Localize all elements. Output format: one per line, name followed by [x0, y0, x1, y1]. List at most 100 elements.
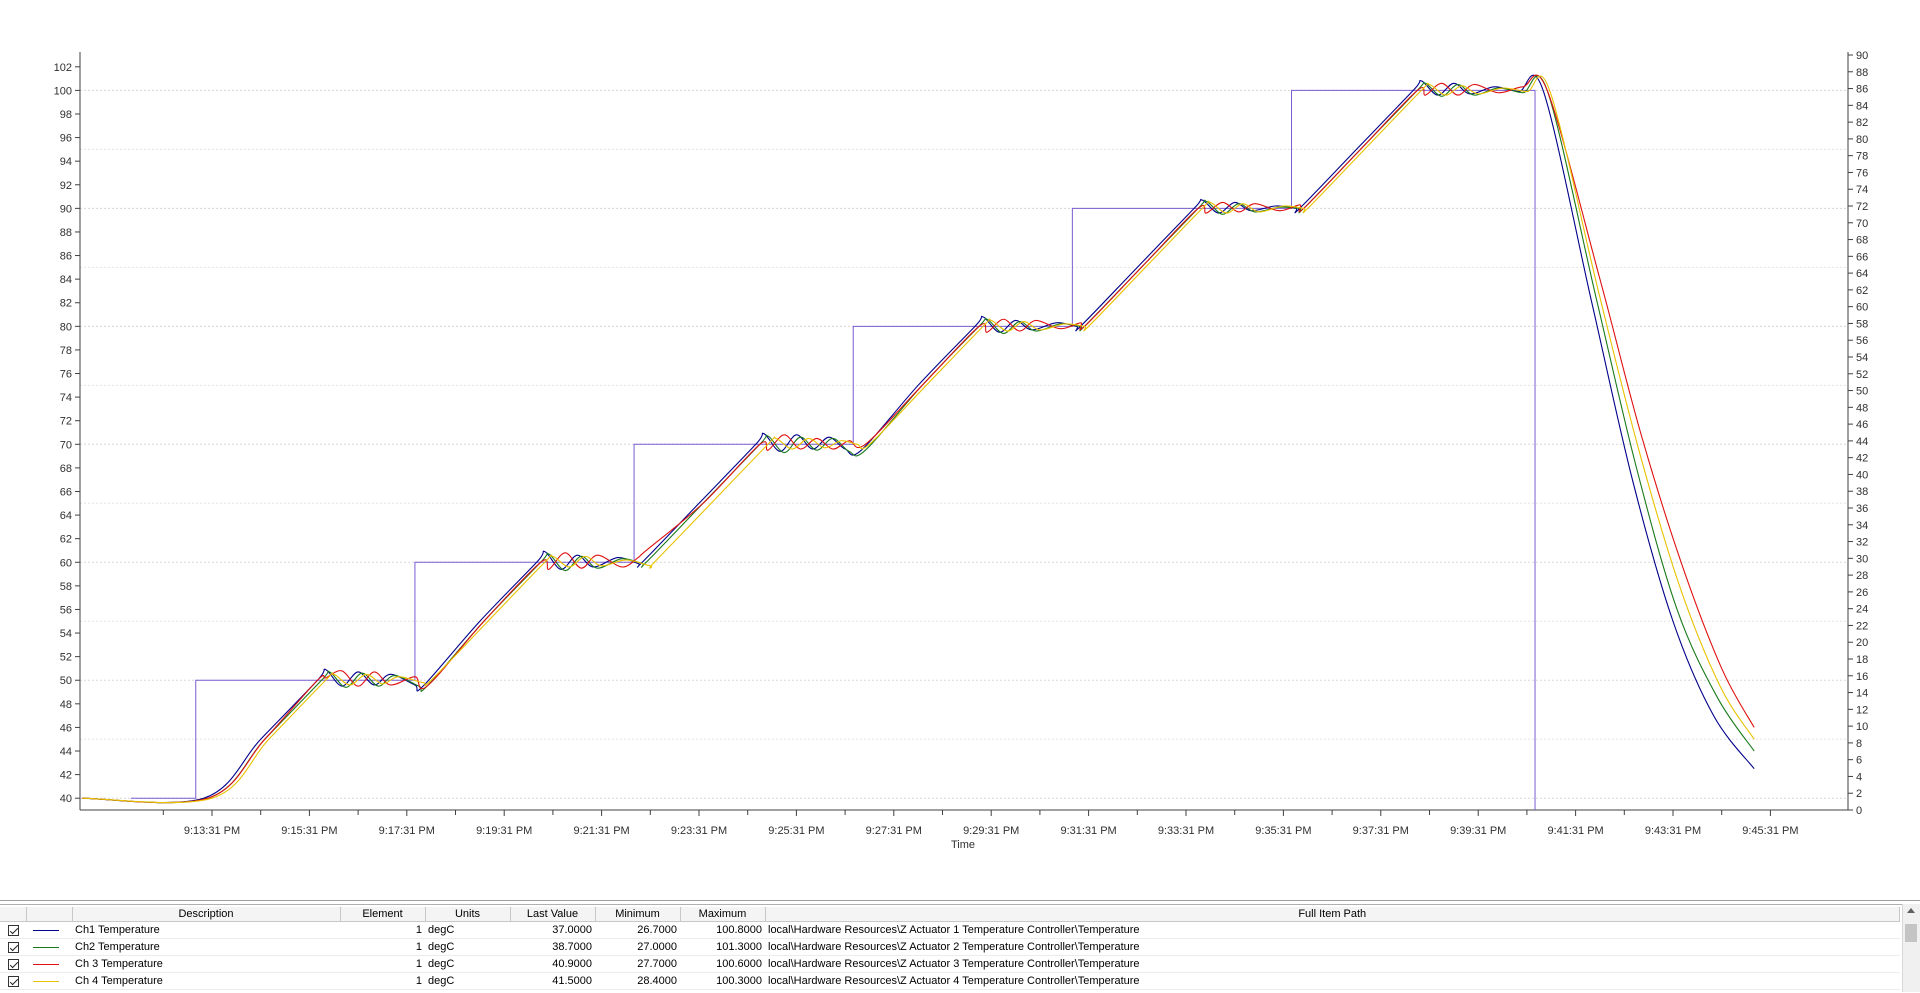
y-right-tick-label: 28 [1856, 570, 1868, 582]
series-line-ch1 [82, 74, 1755, 804]
header-last-value[interactable]: Last Value [510, 907, 596, 922]
row-minimum: 28.4000 [595, 972, 680, 990]
row-last-value: 37.0000 [510, 921, 595, 939]
y-left-tick-label: 102 [54, 62, 72, 74]
y-left-tick-label: 96 [60, 133, 72, 145]
visibility-checkbox[interactable] [7, 941, 19, 953]
row-minimum: 27.0000 [595, 938, 680, 956]
y-left-tick-label: 62 [60, 534, 72, 546]
series-color-swatch [33, 980, 59, 982]
table-row[interactable]: Ch2 Temperature 1 degC 38.7000 27.0000 1… [0, 938, 1900, 956]
header-maximum[interactable]: Maximum [680, 907, 766, 922]
y-left-tick-label: 40 [60, 793, 72, 805]
row-full-item-path: local\Hardware Resources\Z Actuator 3 Te… [765, 955, 1900, 973]
visibility-checkbox[interactable] [7, 975, 19, 987]
y-left-tick-label: 60 [60, 557, 72, 569]
row-last-value: 40.9000 [510, 955, 595, 973]
row-units: degC [425, 955, 510, 973]
x-tick-label: 9:21:31 PM [573, 825, 629, 837]
y-right-tick-label: 88 [1856, 67, 1868, 79]
x-axis-label: Time [951, 839, 975, 851]
row-element: 1 [340, 955, 425, 973]
y-left-tick-label: 80 [60, 321, 72, 333]
y-right-tick-label: 76 [1856, 167, 1868, 179]
row-element: 1 [340, 938, 425, 956]
y-right-tick-label: 14 [1856, 688, 1868, 700]
y-left-tick-label: 98 [60, 109, 72, 121]
y-left-tick-label: 92 [60, 180, 72, 192]
y-right-tick-label: 70 [1856, 218, 1868, 230]
y-left-tick-label: 58 [60, 581, 72, 593]
y-right-tick-label: 68 [1856, 235, 1868, 247]
y-right-tick-label: 0 [1856, 805, 1862, 817]
x-tick-label: 9:19:31 PM [476, 825, 532, 837]
x-tick-label: 9:39:31 PM [1450, 825, 1506, 837]
y-right-tick-label: 84 [1856, 100, 1868, 112]
row-last-value: 38.7000 [510, 938, 595, 956]
x-tick-label: 9:35:31 PM [1255, 825, 1311, 837]
y-left-tick-label: 54 [60, 628, 72, 640]
row-maximum: 100.3000 [680, 972, 765, 990]
y-left-tick-label: 64 [60, 510, 72, 522]
x-tick-label: 9:15:31 PM [281, 825, 337, 837]
y-right-tick-label: 62 [1856, 285, 1868, 297]
header-minimum[interactable]: Minimum [595, 907, 681, 922]
y-right-tick-label: 40 [1856, 469, 1868, 481]
header-element[interactable]: Element [340, 907, 426, 922]
row-description: Ch2 Temperature [72, 938, 340, 956]
y-right-tick-label: 74 [1856, 184, 1868, 196]
y-right-tick-label: 38 [1856, 486, 1868, 498]
table-row[interactable]: Ch1 Temperature 1 degC 37.0000 26.7000 1… [0, 921, 1900, 939]
y-left-tick-label: 70 [60, 439, 72, 451]
y-left-tick-label: 94 [60, 156, 72, 168]
row-last-value: 41.5000 [510, 972, 595, 990]
y-left-tick-label: 74 [60, 392, 72, 404]
y-left-tick-label: 66 [60, 486, 72, 498]
scroll-thumb[interactable] [1905, 924, 1917, 942]
y-right-tick-label: 54 [1856, 352, 1868, 364]
y-left-tick-label: 68 [60, 463, 72, 475]
row-description: Ch1 Temperature [72, 921, 340, 939]
y-right-tick-label: 44 [1856, 436, 1868, 448]
y-right-tick-label: 58 [1856, 318, 1868, 330]
y-right-tick-label: 90 [1856, 50, 1868, 62]
x-tick-label: 9:25:31 PM [768, 825, 824, 837]
visibility-checkbox[interactable] [7, 958, 19, 970]
y-right-tick-label: 10 [1856, 721, 1868, 733]
header-units[interactable]: Units [425, 907, 511, 922]
series-color-swatch [33, 963, 59, 965]
y-left-tick-label: 56 [60, 604, 72, 616]
row-maximum: 100.6000 [680, 955, 765, 973]
y-right-tick-label: 22 [1856, 620, 1868, 632]
row-minimum: 27.7000 [595, 955, 680, 973]
y-right-tick-label: 66 [1856, 251, 1868, 263]
header-full-item-path[interactable]: Full Item Path [765, 907, 1900, 922]
header-swatch[interactable] [26, 907, 73, 922]
series-line-ch4 [82, 75, 1755, 804]
y-left-tick-label: 78 [60, 345, 72, 357]
y-right-tick-label: 46 [1856, 419, 1868, 431]
visibility-checkbox[interactable] [7, 924, 19, 936]
chart-panel: 40 42 44 46 48 50 52 54 56 58 60 62 64 66 68 70 72 74 76 78… [0, 0, 1920, 901]
row-maximum: 100.8000 [680, 921, 765, 939]
y-left-tick-label: 50 [60, 675, 72, 687]
table-row[interactable]: Ch 4 Temperature 1 degC 41.5000 28.4000 … [0, 972, 1900, 990]
table-row[interactable]: Ch 3 Temperature 1 degC 40.9000 27.7000 … [0, 955, 1900, 973]
y-left-tick-label: 100 [54, 85, 72, 97]
header-check[interactable] [0, 907, 27, 922]
header-description[interactable]: Description [72, 907, 341, 922]
series-color-swatch [33, 929, 59, 931]
row-description: Ch 4 Temperature [72, 972, 340, 990]
legend-table: Description Element Units Last Value Min… [0, 907, 1900, 990]
row-full-item-path: local\Hardware Resources\Z Actuator 1 Te… [765, 921, 1900, 939]
x-tick-label: 9:13:31 PM [184, 825, 240, 837]
y-right-tick-label: 26 [1856, 587, 1868, 599]
y-right-tick-label: 6 [1856, 755, 1862, 767]
x-tick-label: 9:23:31 PM [671, 825, 727, 837]
y-right-tick-label: 34 [1856, 520, 1868, 532]
y-right-tick-label: 86 [1856, 84, 1868, 96]
y-right-tick-label: 16 [1856, 671, 1868, 683]
legend-scrollbar[interactable] [1902, 904, 1920, 992]
temperature-chart[interactable]: 4042444648505254565860626466687072747678… [0, 0, 1920, 900]
scroll-up-arrow-icon[interactable] [1907, 908, 1915, 913]
